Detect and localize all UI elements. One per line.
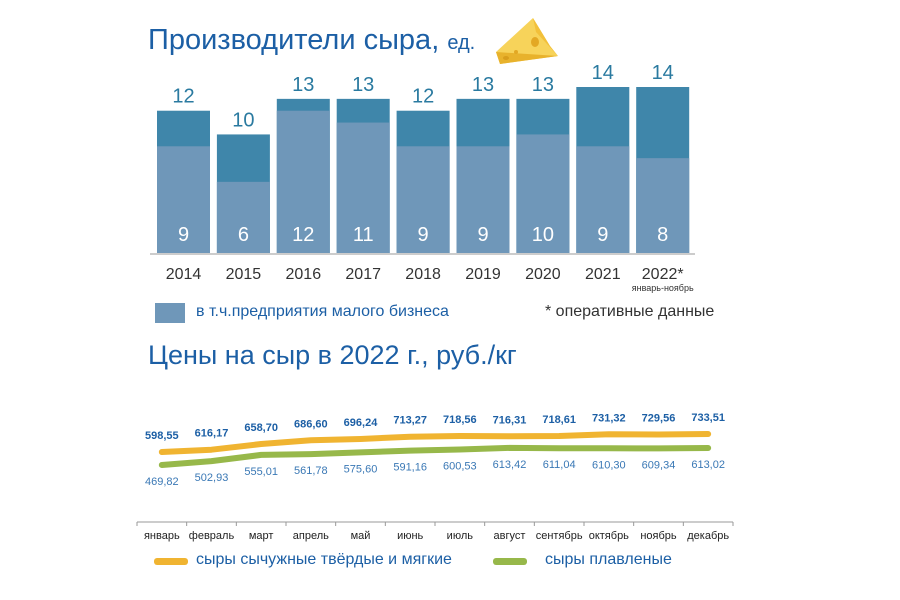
bar-small-label: 6 — [238, 224, 249, 246]
bar-small-business — [336, 122, 390, 253]
data-label-processed: 611,04 — [543, 459, 576, 471]
bar-total-label: 13 — [292, 74, 314, 96]
bar-small-business — [516, 134, 570, 253]
data-label-hard: 616,17 — [195, 428, 229, 440]
x-tick-label: февраль — [189, 530, 235, 542]
bar-total-label: 10 — [232, 109, 254, 131]
x-tick-label: 2020 — [525, 266, 561, 283]
bar-total-label: 13 — [352, 74, 374, 96]
bar-small-business — [276, 110, 330, 253]
bar-small-label: 9 — [597, 224, 608, 246]
bar-small-business — [636, 158, 690, 253]
x-tick-label: 2022* — [642, 266, 684, 283]
legend-swatch-processed — [493, 558, 527, 565]
x-tick-label: сентябрь — [536, 530, 583, 542]
data-label-processed: 469,82 — [145, 476, 179, 488]
bar-total-label: 13 — [472, 74, 494, 96]
bar-small-business — [216, 181, 270, 253]
legend-label-processed: сыры плавленые — [545, 551, 672, 568]
x-tick-label: 2017 — [345, 266, 381, 283]
x-tick-label: 2019 — [465, 266, 501, 283]
data-label-hard: 598,55 — [145, 430, 179, 442]
x-tick-label: октябрь — [589, 530, 629, 542]
legend-label-hard: сыры сычужные твёрдые и мягкие — [196, 551, 452, 568]
legend-swatch-small-business — [155, 303, 185, 323]
bar-small-business — [456, 146, 510, 253]
footnote-operational-data: * оперативные данные — [545, 303, 715, 320]
data-label-processed: 591,16 — [393, 462, 427, 474]
bar-small-business — [157, 146, 210, 253]
data-label-processed: 613,02 — [691, 459, 725, 471]
bar-small-label: 9 — [178, 224, 189, 246]
bar-small-label: 8 — [657, 224, 668, 246]
data-label-hard: 729,56 — [642, 413, 676, 425]
bar-small-label: 12 — [292, 224, 314, 246]
data-label-processed: 561,78 — [294, 465, 328, 477]
bar-total-label: 14 — [592, 62, 614, 84]
data-label-hard: 731,32 — [592, 412, 626, 424]
data-label-processed: 502,93 — [195, 472, 229, 484]
bar-total-label: 13 — [532, 74, 554, 96]
cheese-icon — [496, 18, 558, 64]
x-tick-sublabel: январь-ноябрь — [632, 283, 694, 293]
x-tick-label: январь — [144, 530, 180, 542]
data-label-hard: 696,24 — [344, 417, 379, 429]
bar-chart-producers: 12 9 2014 10 6 2015 13 12 2016 13 11 2017 12 9 2018 13 9… — [150, 62, 695, 293]
data-label-hard: 658,70 — [244, 422, 278, 434]
bar-small-label: 9 — [418, 224, 429, 246]
x-tick-label: 2015 — [226, 266, 262, 283]
x-tick-label: 2021 — [585, 266, 621, 283]
data-label-processed: 610,30 — [592, 459, 626, 471]
x-tick-label: декабрь — [687, 530, 729, 542]
data-label-hard: 718,61 — [542, 414, 576, 426]
x-tick-label: март — [249, 530, 274, 542]
data-label-hard: 713,27 — [393, 415, 427, 427]
bar-total-label: 12 — [412, 86, 434, 108]
x-tick-label: июль — [447, 530, 474, 542]
x-tick-label: август — [494, 530, 526, 542]
data-label-processed: 613,42 — [493, 459, 527, 471]
chart-title-prices: Цены на сыр в 2022 г., руб./кг — [148, 340, 517, 370]
data-label-processed: 555,01 — [244, 466, 278, 478]
x-tick-label: июнь — [397, 530, 423, 542]
data-label-hard: 733,51 — [691, 412, 725, 424]
bar-small-label: 9 — [477, 224, 488, 246]
bar-small-label: 11 — [353, 224, 374, 246]
bar-small-business — [576, 146, 630, 253]
bar-total-label: 12 — [172, 86, 194, 108]
x-tick-label: 2018 — [405, 266, 441, 283]
bar-small-business — [396, 146, 450, 253]
data-label-hard: 716,31 — [493, 414, 527, 426]
x-tick-label: ноябрь — [640, 530, 677, 542]
bar-total-label: 14 — [652, 62, 674, 84]
data-label-hard: 718,56 — [443, 414, 477, 426]
x-tick-label: май — [351, 530, 371, 542]
data-label-processed: 575,60 — [344, 463, 378, 475]
x-tick-label: апрель — [293, 530, 329, 542]
series-line-processed — [158, 444, 712, 468]
data-label-hard: 686,60 — [294, 418, 328, 430]
legend-swatch-hard — [154, 558, 188, 565]
legend-label-small-business: в т.ч.предприятия малого бизнеса — [196, 303, 449, 320]
series-line-hard — [158, 431, 712, 455]
bar-small-label: 10 — [532, 224, 554, 246]
data-label-processed: 600,53 — [443, 460, 477, 472]
data-label-processed: 609,34 — [642, 459, 676, 471]
x-tick-label: 2014 — [166, 266, 202, 283]
chart-title-producers: Производители сыра, ед. — [148, 24, 476, 56]
x-tick-label: 2016 — [286, 266, 322, 283]
